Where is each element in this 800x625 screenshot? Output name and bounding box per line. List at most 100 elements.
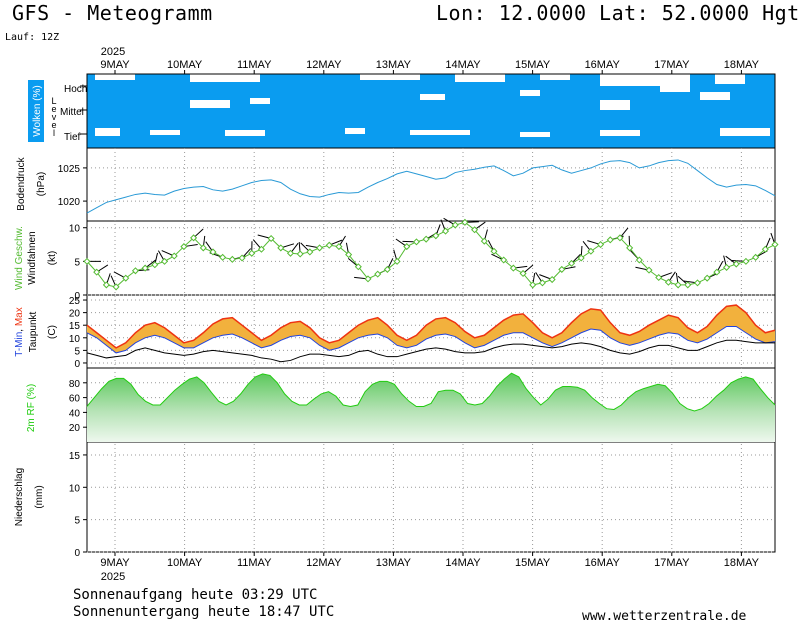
wind-speed-point [131,267,139,275]
cloud-gap [700,92,730,100]
cloud-gap [600,74,670,86]
wind-speed-point [286,249,295,257]
humidity-line [86,372,776,412]
cloud-level-high: Hoch [64,84,87,95]
wind-speed-point [422,235,430,243]
y-tick-label: 80 [69,379,81,390]
wind-speed-point [170,252,178,260]
cloud-axis-box [28,80,44,142]
wind-speed-point [219,253,227,261]
wind-speed-point [742,257,750,265]
wind-speed-point [306,248,314,256]
wind-speed-point [403,243,411,251]
cloud-level-letter: e [51,104,56,114]
cloud-gap [345,128,365,134]
y-tick-label: 15 [69,451,81,462]
day-label-bottom: 17MAY [654,557,690,569]
wind-speed-point [180,243,188,251]
wind-speed-point [490,247,498,255]
wind-speed-point [451,221,459,229]
wind-speed-point [93,268,101,276]
wind-barb-label: Windfahnen [27,231,38,284]
y-tick-label: 15 [69,321,81,332]
wind-speed-point [102,281,110,289]
wind-axis-unit: (kt) [47,251,58,265]
cloud-gap [250,98,270,104]
wind-speed-point [354,263,362,271]
wind-speed-point [703,274,711,282]
wind-speed-point [616,234,624,242]
cloud-gap [520,90,540,96]
wind-speed-point [500,256,508,264]
day-label-top: 9MAY [100,59,130,71]
wind-speed-point [567,259,576,267]
wind-speed-point [761,245,769,253]
day-label-top: 11MAY [237,59,272,71]
cloud-gap [455,74,505,82]
wind-speed-point [393,257,401,265]
wind-speed-point [199,244,207,252]
y-tick-label: 0 [74,359,80,370]
pressure-axis-label: Bodendruck [16,156,27,210]
wind-speed-point [364,275,372,283]
day-label-top: 10MAY [167,59,203,71]
y-tick-label: 25 [69,296,81,307]
pressure-series-line [86,159,776,214]
wind-speed-point [548,275,556,284]
day-label-bottom: 16MAY [585,557,621,569]
wind-speed-point [296,250,304,258]
cloud-gap [95,128,120,136]
wind-speed-point [335,243,343,251]
y-tick-label: 60 [69,394,81,405]
wind-speed-point [441,227,450,235]
precipitation-axis-unit: (mm) [34,485,45,508]
y-tick-label: 5 [74,346,80,357]
y-tick-label: 5 [74,516,80,527]
cloud-gap [360,74,420,80]
wind-speed-point [112,283,120,291]
sunrise-text: Sonnenaufgang heute 03:29 UTC [73,587,318,603]
wind-speed-point [664,278,672,286]
wind-speed-point [577,254,585,262]
cloud-axis-label: Wolken (%) [32,85,43,137]
website-link[interactable]: www.wetterzentrale.de [582,609,747,624]
wind-speed-point [209,248,217,256]
cloud-gap [190,100,230,108]
wind-speed-point [597,241,605,249]
y-tick-label: 20 [69,309,81,320]
cloud-gap [600,100,630,110]
wind-speed-point [519,269,527,278]
wind-speed-point [674,281,682,289]
wind-speed-point [238,254,246,262]
cloud-gap [715,74,745,84]
wind-speed-point [325,241,333,249]
wind-speed-point [316,244,324,252]
wind-speed-point [277,244,285,252]
day-label-bottom: 13MAY [376,557,412,569]
day-label-bottom: 12MAY [306,557,342,569]
wind-speed-point [248,249,256,257]
wind-speed-point [538,279,546,287]
day-label-top: 14MAY [445,59,481,71]
cloud-gap [660,74,690,92]
wind-speed-point [471,226,479,234]
wind-speed-point [151,261,159,269]
year-label-top: 2025 [101,46,125,58]
y-tick-label: 10 [69,483,81,494]
day-label-bottom: 9MAY [100,557,130,569]
wind-speed-point [732,260,740,268]
cloud-level-mid: Mittel [60,107,84,118]
day-label-top: 15MAY [515,59,551,71]
dewpoint-label: Taupunkt [28,311,39,352]
wind-speed-point [606,236,614,244]
cloud-gap [600,130,640,136]
cloud-level-letter: L [51,96,56,106]
humidity-area [87,373,775,442]
wind-speed-point [461,218,469,226]
temperature-axis-unit: (C) [47,325,58,339]
cloud-level-letter: l [53,128,55,138]
day-label-top: 13MAY [376,59,412,71]
wind-speed-point [723,263,731,271]
wind-speed-point [558,265,566,273]
temperature-axis-label: T-Min, Max [14,307,25,356]
